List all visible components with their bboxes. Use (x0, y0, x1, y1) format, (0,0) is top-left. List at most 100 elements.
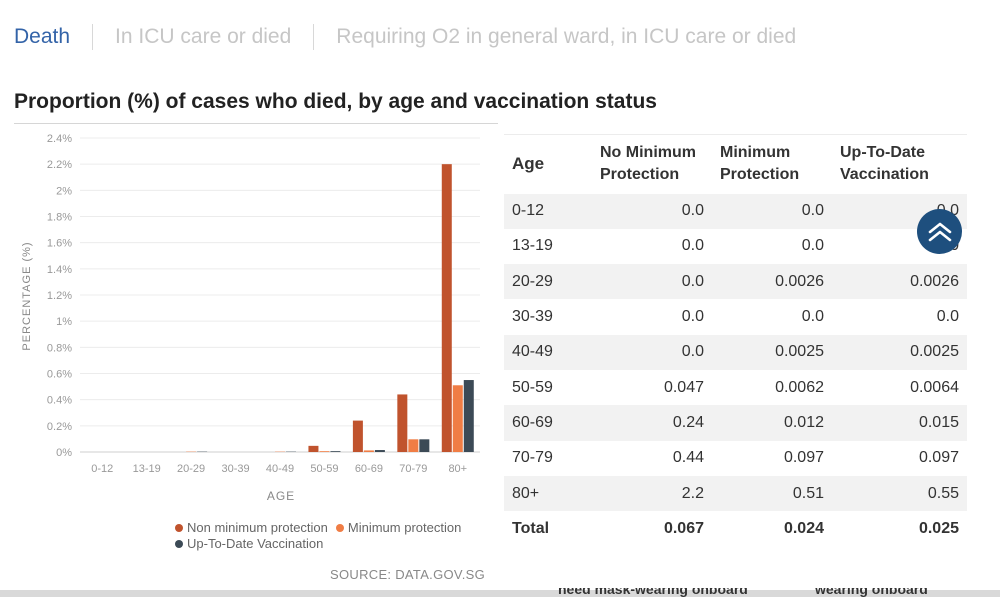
cell-min: 0.0 (712, 193, 832, 229)
cell-min: 0.0 (801, 308, 824, 326)
x-tick-label: 13-19 (133, 463, 161, 475)
cell-no-min: 0.0 (592, 334, 712, 370)
cell-no-min: 0.047 (663, 378, 704, 396)
bar (330, 451, 341, 452)
tab-divider (313, 24, 315, 50)
cell-utd: 0.0026 (832, 264, 967, 300)
y-tick-label: 0.6% (47, 369, 72, 381)
tab-icu-care-or-died[interactable]: In ICU care or died (115, 25, 292, 48)
table-header-row: Age No Minimum Protection Minimum Protec… (504, 134, 967, 194)
cutoff-text: need mask-wearing onboard (558, 588, 748, 597)
legend-item-up-to-date: Up-To-Date Vaccination (175, 536, 323, 552)
chevron-up-icon (928, 222, 951, 241)
y-tick-label: 1.2% (47, 290, 72, 302)
bars (186, 164, 474, 452)
table-row: 50-59 0.047 0.0062 0.0064 (504, 370, 967, 405)
bar (397, 394, 408, 452)
cell-min: 0.0026 (712, 264, 832, 300)
cell-utd: 0.0064 (910, 378, 959, 396)
bar (408, 439, 419, 452)
cell-no-min: 0.0 (592, 193, 712, 229)
legend-dot (175, 540, 183, 548)
table-row: 13-19 0.0 0.0 0.0 (504, 229, 967, 264)
cutoff-bar (0, 590, 1000, 597)
y-tick-label: 1.8% (47, 212, 72, 224)
bottom-cutoff-content: need mask-wearing onboard wearing onboar… (0, 588, 1000, 597)
legend-item-minimum: Minimum protection (335, 520, 462, 536)
cell-min: 0.0 (801, 237, 824, 255)
legend-label: Minimum protection (347, 520, 462, 535)
grid-lines (80, 137, 480, 453)
cell-utd: 0.55 (832, 475, 967, 512)
bar (419, 439, 430, 452)
x-tick-label: 0-12 (91, 463, 113, 475)
cell-no-min: 0.44 (672, 449, 704, 467)
y-tick-label: 0.4% (47, 395, 72, 407)
tab-death[interactable]: Death (14, 25, 71, 48)
x-tick-label: 60-69 (355, 463, 383, 475)
cell-age: Total (512, 519, 550, 537)
bar (441, 164, 452, 452)
bar (452, 385, 463, 452)
y-axis-ticks: 0% 0.2% 0.4% 0.6% 0.8% 1% 1.2% 1.4% 1.6% 1.8% 2% 2.… (47, 133, 72, 459)
cell-no-min: 0.0 (681, 237, 704, 255)
legend-label: Up-To-Date Vaccination (187, 536, 324, 551)
header-up-to-date-vaccination: Up-To-Date Vaccination (840, 144, 929, 184)
cell-age: 40-49 (504, 334, 592, 370)
y-tick-label: 0.2% (47, 421, 72, 433)
cell-age: 20-29 (504, 264, 592, 300)
cell-min: 0.012 (712, 405, 832, 441)
legend-dot (175, 524, 183, 532)
tab-requiring-o2[interactable]: Requiring O2 in general ward, in ICU car… (336, 25, 797, 48)
cell-no-min: 2.2 (592, 475, 712, 512)
cell-age: 0-12 (504, 193, 592, 229)
tab-bar: Death In ICU care or died Requiring O2 i… (14, 22, 818, 52)
table-row: 0-12 0.0 0.0 0.0 (504, 193, 967, 229)
x-tick-label: 70-79 (399, 463, 427, 475)
cell-age: 50-59 (512, 378, 553, 396)
table-row: 30-39 0.0 0.0 0.0 (504, 299, 967, 334)
table-row: 70-79 0.44 0.097 0.097 (504, 441, 967, 476)
cell-min: 0.0025 (712, 334, 832, 370)
x-tick-label: 50-59 (310, 463, 338, 475)
y-tick-label: 1.4% (47, 264, 72, 276)
header-minimum-protection: Minimum Protection (720, 144, 800, 184)
table-row: 80+ 2.2 0.51 0.55 (504, 475, 967, 512)
y-axis-label: PERCENTAGE (%) (21, 241, 33, 350)
table-row: 20-29 0.0 0.0026 0.0026 (504, 264, 967, 300)
x-tick-label: 20-29 (177, 463, 205, 475)
table-row: 60-69 0.24 0.012 0.015 (504, 405, 967, 441)
data-table: Age No Minimum Protection Minimum Protec… (504, 134, 967, 546)
source-note: SOURCE: DATA.GOV.SG (330, 567, 485, 582)
cell-utd: 0.015 (832, 405, 967, 441)
cell-age: 60-69 (504, 405, 592, 441)
bar (363, 450, 374, 452)
chart-legend: Non minimum protection Minimum protectio… (175, 520, 469, 552)
cell-no-min: 0.0 (592, 264, 712, 300)
header-no-minimum-protection: No Minimum Protection (600, 144, 696, 184)
cell-utd: 0.097 (918, 449, 959, 467)
cell-min: 0.0062 (775, 378, 824, 396)
scroll-to-top-button[interactable] (917, 209, 962, 254)
cutoff-text: wearing onboard (815, 588, 928, 597)
title-divider (14, 123, 498, 124)
bar (352, 420, 363, 452)
tab-divider (92, 24, 94, 50)
x-tick-label: 40-49 (266, 463, 294, 475)
header-age: Age (512, 154, 545, 174)
cell-age: 80+ (504, 475, 592, 512)
x-axis-label: AGE (267, 489, 295, 503)
bar (319, 451, 330, 452)
cell-age: 13-19 (512, 237, 553, 255)
cell-utd: 0.0 (936, 308, 959, 326)
bar (308, 445, 319, 452)
x-tick-label: 30-39 (221, 463, 249, 475)
bar (463, 380, 474, 452)
cell-age: 70-79 (512, 449, 553, 467)
y-tick-label: 0% (56, 447, 72, 459)
y-tick-label: 2% (56, 185, 72, 197)
y-tick-label: 1% (56, 316, 72, 328)
cell-min: 0.024 (783, 519, 824, 537)
legend-label: Non minimum protection (187, 520, 328, 535)
legend-item-non-minimum: Non minimum protection (175, 520, 328, 536)
